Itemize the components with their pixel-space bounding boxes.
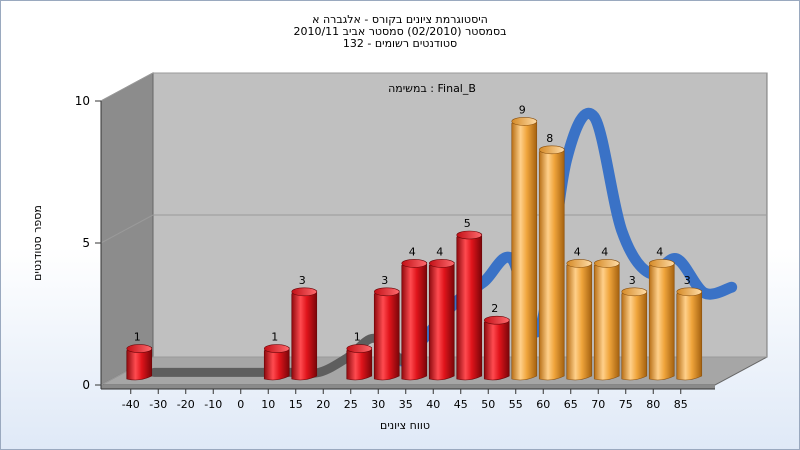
bar-body xyxy=(648,261,675,381)
histogram-bar xyxy=(291,287,318,381)
gridline-diagonal xyxy=(100,72,154,102)
chart-title-line-3: סטודנטים רשומים - 132 xyxy=(342,37,458,50)
x-tick-label: 10 xyxy=(261,398,275,411)
bar-value-label: 2 xyxy=(491,302,498,315)
chart-title-line-1: היסטוגרמת ציונים בקורס - אלגברה א xyxy=(312,13,488,26)
bar-body xyxy=(401,261,428,381)
chart-title-line-2: בסמסטר (02/2010) סמסטר אביב 2010/11 xyxy=(293,25,507,38)
bar-body xyxy=(621,289,648,381)
bar-body xyxy=(511,119,538,381)
x-tick-label: 25 xyxy=(344,398,358,411)
x-tick-label: 65 xyxy=(564,398,578,411)
bar-value-label: 1 xyxy=(134,331,141,344)
x-tick-label: 85 xyxy=(674,398,688,411)
y-tick-label: 0 xyxy=(82,378,90,392)
histogram-bar xyxy=(346,344,373,381)
bar-cap xyxy=(263,344,290,353)
x-tick-label: 15 xyxy=(289,398,303,411)
histogram-bar xyxy=(566,259,593,381)
bar-value-label: 4 xyxy=(436,245,443,258)
bar-value-label: 1 xyxy=(271,331,278,344)
bar-cap xyxy=(621,287,648,297)
bar-value-labels: 1 1 3 1 3 4 4 5 2 9 8 4 4 3 4 3 xyxy=(134,103,691,343)
bar-value-label: 1 xyxy=(354,331,361,344)
bar-cap xyxy=(291,287,318,297)
x-tick-label: 75 xyxy=(619,398,633,411)
histogram-bar xyxy=(621,287,648,381)
x-tick-label: -40 xyxy=(122,398,140,411)
bar-value-label: 3 xyxy=(684,274,691,287)
bar-cap xyxy=(483,315,510,325)
bar-body xyxy=(538,147,565,381)
bar-body xyxy=(676,289,703,381)
chart-subtitle: במשימה : Final_B xyxy=(388,82,476,95)
histogram-bar xyxy=(676,287,703,381)
bar-value-label: 4 xyxy=(656,245,663,258)
bar-value-label: 3 xyxy=(381,274,388,287)
bar-body xyxy=(456,232,483,381)
x-tick-label: 0 xyxy=(237,398,244,411)
bar-cap xyxy=(456,230,483,240)
histogram-bar xyxy=(263,344,290,381)
x-tick-label: -30 xyxy=(149,398,167,411)
bar-cap xyxy=(401,259,428,268)
x-tick-label: 30 xyxy=(371,398,385,411)
y-tick-label: 5 xyxy=(82,236,90,250)
bar-body xyxy=(291,289,318,381)
bar-cap xyxy=(676,287,703,297)
x-tick-label: 20 xyxy=(316,398,330,411)
x-tick-label: 35 xyxy=(399,398,413,411)
histogram-bar xyxy=(373,287,400,381)
x-tick-label: 70 xyxy=(591,398,605,411)
y-axis-title: מספר סטודנטים xyxy=(31,205,44,281)
bar-value-label: 3 xyxy=(629,274,636,287)
gridline-diagonal xyxy=(100,214,154,244)
x-tick-label: -20 xyxy=(177,398,195,411)
bar-cap xyxy=(428,259,455,268)
histogram-bar xyxy=(401,259,428,381)
y-axis-ticks: 0 5 10 xyxy=(75,94,101,392)
bar-cap xyxy=(511,117,538,126)
histogram-bar xyxy=(538,145,565,381)
bar-value-label: 4 xyxy=(574,245,581,258)
bar-value-label: 8 xyxy=(546,132,553,145)
bar-body xyxy=(483,317,510,381)
histogram-bar xyxy=(456,230,483,381)
histogram-bar xyxy=(483,315,510,381)
bar-body xyxy=(566,261,593,381)
bar-value-label: 3 xyxy=(299,274,306,287)
bar-cap xyxy=(593,259,620,268)
bars-group xyxy=(126,117,703,381)
x-tick-label: 55 xyxy=(509,398,523,411)
histogram-bar xyxy=(511,117,538,381)
bar-body xyxy=(593,261,620,381)
bar-body xyxy=(373,289,400,381)
histogram-bar xyxy=(648,259,675,381)
bar-cap xyxy=(566,259,593,268)
histogram-bar xyxy=(593,259,620,381)
plot-floor-front-edge xyxy=(101,385,715,389)
bar-value-label: 9 xyxy=(519,103,526,116)
histogram-bar xyxy=(126,344,153,381)
x-tick-label: 80 xyxy=(646,398,660,411)
bar-cap xyxy=(538,145,565,155)
bar-value-label: 4 xyxy=(409,245,416,258)
x-axis-title: טווח ציונים xyxy=(380,419,430,432)
bar-cap xyxy=(373,287,400,297)
bar-value-label: 4 xyxy=(601,245,608,258)
x-tick-label: 45 xyxy=(454,398,468,411)
bar-body xyxy=(428,261,455,381)
bar-value-label: 5 xyxy=(464,217,471,230)
x-tick-label: 60 xyxy=(536,398,550,411)
histogram-bar xyxy=(428,259,455,381)
bar-cap xyxy=(126,344,153,353)
bar-cap xyxy=(346,344,373,353)
y-tick-label: 10 xyxy=(75,94,90,108)
x-tick-label: 50 xyxy=(481,398,495,411)
x-tick-label: -10 xyxy=(204,398,222,411)
bar-cap xyxy=(648,259,675,268)
x-tick-label: 40 xyxy=(426,398,440,411)
x-axis-ticks: -40 -30 -20 -10 0 10 15 20 25 30 35 40 45 50 55 60 65 70 7… xyxy=(122,389,688,411)
